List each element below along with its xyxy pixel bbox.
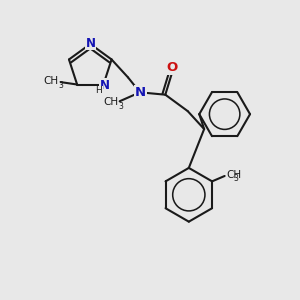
Text: O: O [167, 61, 178, 74]
Text: H: H [96, 86, 102, 95]
Text: N: N [100, 79, 110, 92]
Text: N: N [86, 37, 96, 50]
Text: 3: 3 [58, 81, 64, 90]
Text: N: N [135, 86, 146, 99]
Text: 3: 3 [233, 175, 238, 184]
Text: CH: CH [43, 76, 58, 86]
Text: CH: CH [226, 170, 242, 180]
Text: 3: 3 [118, 102, 123, 111]
Text: CH: CH [103, 97, 118, 107]
